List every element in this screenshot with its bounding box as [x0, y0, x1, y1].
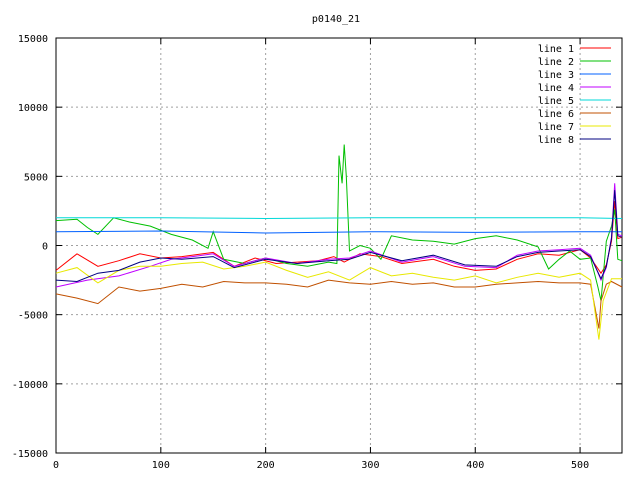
legend-label-7: line 7 [538, 122, 574, 133]
series-line-6 [55, 279, 623, 329]
legend: line 1 line 2 line 3 line 4 line 5 line 6 line… [538, 44, 611, 146]
legend-label-1: line 1 [538, 44, 574, 55]
x-tick-label: 100 [152, 460, 170, 471]
x-tick-label: 500 [571, 460, 589, 471]
x-tick-label: 0 [53, 460, 59, 471]
y-tick-label: 15000 [18, 34, 48, 45]
x-tick-label: 400 [466, 460, 484, 471]
y-tick-label: -5000 [18, 311, 48, 322]
legend-label-3: line 3 [538, 70, 574, 81]
legend-label-5: line 5 [538, 96, 574, 107]
y-tick-label: 5000 [24, 172, 48, 183]
y-tick-label: 0 [42, 242, 48, 253]
chart-title: p0140_21 [312, 14, 360, 25]
axes: 0 100 200 300 400 500 -15000 -10000 -5000 0 5000 10… [12, 34, 623, 471]
y-tick-label: 10000 [18, 103, 48, 114]
x-tick-label: 200 [257, 460, 275, 471]
series-line-5 [56, 217, 623, 220]
series-line-1 [55, 201, 623, 275]
legend-label-2: line 2 [538, 57, 574, 68]
series-line-2 [55, 144, 623, 301]
y-tick-label: -10000 [12, 380, 48, 391]
series-line-3 [55, 230, 622, 234]
series-group [55, 144, 623, 340]
series-line-8 [55, 190, 623, 283]
grid [56, 38, 622, 453]
legend-label-6: line 6 [538, 109, 574, 120]
series-line-7 [55, 261, 622, 340]
x-tick-label: 300 [361, 460, 379, 471]
legend-label-8: line 8 [538, 135, 574, 146]
y-tick-label: -15000 [12, 449, 48, 460]
series-line-4 [55, 183, 623, 288]
legend-label-4: line 4 [538, 83, 574, 94]
